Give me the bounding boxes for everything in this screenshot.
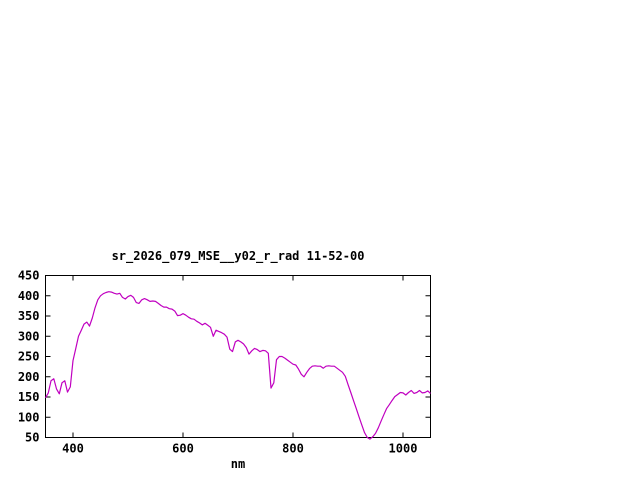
y-tick-label: 100: [18, 410, 40, 424]
x-tick-label: 600: [172, 442, 194, 456]
y-tick-label: 250: [18, 350, 40, 364]
y-tick-label: 200: [18, 370, 40, 384]
x-axis-label: nm: [230, 457, 246, 471]
x-tick-label: 1000: [389, 442, 418, 456]
spectrum-line: [44, 291, 431, 440]
x-tick-label: 800: [282, 442, 304, 456]
y-tick-label: 150: [18, 390, 40, 404]
y-tick-label: 350: [18, 309, 40, 323]
plot-border: [45, 275, 431, 438]
y-tick-label: 50: [25, 431, 39, 445]
y-tick-label: 450: [18, 269, 40, 283]
chart-title: sr_2026_079_MSE__y02_r_rad 11-52-00: [111, 249, 365, 263]
y-tick-label: 300: [18, 329, 40, 343]
x-tick-label: 400: [62, 442, 84, 456]
y-tick-label: 400: [18, 289, 40, 303]
